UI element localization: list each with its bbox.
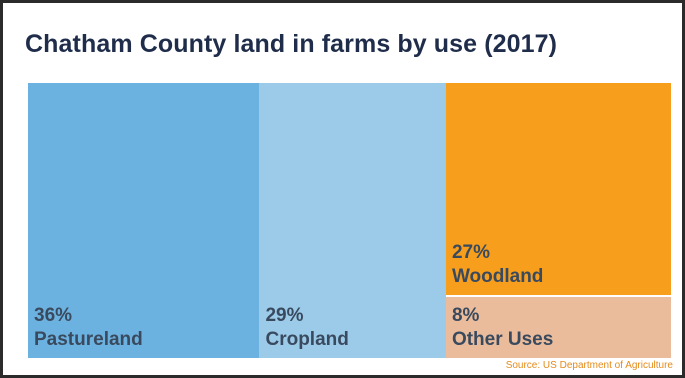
cell-name-cropland: Cropland xyxy=(265,329,349,351)
treemap: 36% Pastureland 29% Cropland 27% Woodland 8% Ot… xyxy=(28,83,671,358)
cell-value-cropland: 29% xyxy=(265,304,304,326)
cell-label-woodland: 27% Woodland xyxy=(452,241,543,290)
cell-value-other-uses: 8% xyxy=(451,304,480,326)
chart-title: Chatham County land in farms by use (201… xyxy=(25,30,558,58)
cell-value-pastureland: 36% xyxy=(34,304,73,326)
treemap-cell-cropland: 29% Cropland xyxy=(259,83,446,358)
treemap-cell-other-uses: 8% Other Uses xyxy=(445,295,671,358)
treemap-cell-woodland: 27% Woodland xyxy=(445,83,671,296)
cell-name-pastureland: Pastureland xyxy=(34,329,143,351)
cell-name-woodland: Woodland xyxy=(451,266,544,288)
cell-name-other-uses: Other Uses xyxy=(451,329,554,351)
cell-label-cropland: 29% Cropland xyxy=(265,304,348,353)
source-note: Source: US Department of Agriculture xyxy=(505,360,673,371)
cell-value-woodland: 27% xyxy=(451,241,490,263)
treemap-cell-pastureland: 36% Pastureland xyxy=(28,83,260,358)
cell-label-pastureland: 36% Pastureland xyxy=(34,304,143,353)
cell-label-other-uses: 8% Other Uses xyxy=(452,304,553,353)
